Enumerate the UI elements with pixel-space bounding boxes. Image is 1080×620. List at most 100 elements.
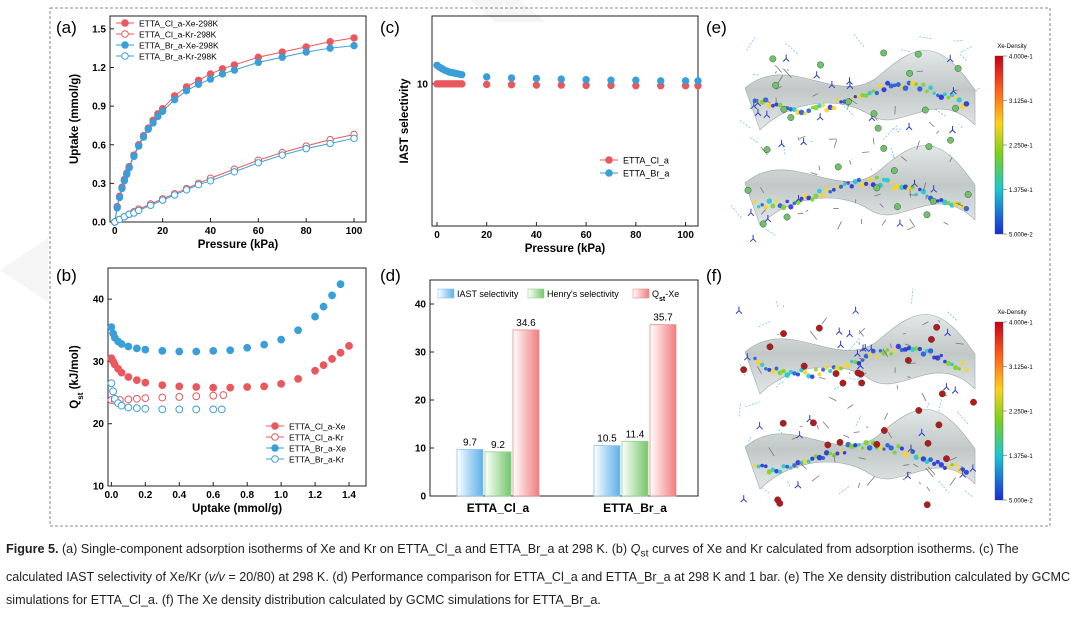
hydrogen-bond-line bbox=[857, 375, 860, 387]
halide-atom bbox=[744, 186, 752, 194]
xe-density-point bbox=[938, 94, 945, 100]
legend-entry: ETTA_Br_a bbox=[623, 169, 669, 179]
xe-density-point bbox=[814, 367, 818, 372]
framework-bond bbox=[833, 139, 838, 148]
xe-density-point bbox=[889, 352, 893, 356]
nitrogen-site bbox=[754, 108, 762, 117]
data-point-etta_br_a-xe bbox=[175, 347, 184, 356]
xe-density-point bbox=[913, 346, 919, 351]
y-tick-label: 40 bbox=[93, 295, 105, 306]
legend-swatch bbox=[632, 288, 650, 299]
data-point-etta_cl_a-kr bbox=[209, 391, 218, 400]
framework-bond bbox=[818, 165, 821, 171]
framework-bond bbox=[859, 357, 865, 361]
plot-frame bbox=[429, 279, 699, 497]
xe-density-point bbox=[770, 369, 776, 374]
bar-qst-xe-etta_cl_a bbox=[512, 329, 540, 497]
xe-density-point bbox=[774, 468, 779, 474]
caption-q-symbol: Q bbox=[630, 542, 641, 556]
framework-bond bbox=[887, 431, 892, 439]
xe-density-point bbox=[842, 362, 847, 366]
xe-density-point bbox=[881, 350, 887, 356]
data-point-etta_br_a-xe-298k bbox=[115, 193, 124, 202]
framework-bond bbox=[842, 180, 850, 185]
data-point-etta_br_a-xe-298k bbox=[123, 170, 131, 179]
x-tick-label: 100 bbox=[677, 230, 694, 241]
xe-density-point bbox=[885, 348, 890, 352]
halide-atom bbox=[832, 370, 840, 377]
data-point-etta_br_a-xe-298k bbox=[194, 80, 203, 88]
chart-a: 0 20 40 60 80 100 0.0 0.3 0.6 0.9 1.2 1.5 Pressure (… bbox=[69, 15, 367, 251]
x-tick-label: 1.4 bbox=[342, 490, 356, 501]
colorbar-tick-label: 1.375e-1 bbox=[1009, 188, 1033, 194]
hydrogen-bond-line bbox=[919, 36, 932, 39]
xe-density-point bbox=[763, 204, 768, 210]
figure-5: (a) (b) (c) (d) (e) (f) 0 20 40 60 80 1000.00… bbox=[0, 0, 1051, 527]
xe-density-point bbox=[771, 103, 775, 108]
data-point-etta_br_a-kr bbox=[192, 405, 201, 414]
xe-density-point bbox=[895, 82, 901, 87]
xe-density-point bbox=[824, 187, 829, 192]
xe-density-point bbox=[918, 187, 922, 192]
nitrogen-site bbox=[800, 137, 807, 146]
xe-density-point bbox=[839, 184, 843, 189]
x-tick-label: 80 bbox=[630, 230, 642, 241]
panel-label-d: (d) bbox=[380, 266, 401, 285]
halide-atom bbox=[880, 144, 888, 152]
xe-density-point bbox=[927, 348, 934, 354]
xe-density-point bbox=[892, 450, 897, 455]
xe-density-point bbox=[810, 197, 815, 202]
halide-atom bbox=[815, 324, 823, 332]
legend-marker bbox=[271, 455, 279, 463]
hydrogen-bond-line bbox=[775, 383, 781, 389]
xe-density-point bbox=[838, 366, 844, 371]
halide-atom bbox=[943, 455, 950, 463]
chart-d: 0 10 20 30 40 9.7 9.2 34.6 ETTA_Cl_a 10.5 11.4 35.7… bbox=[415, 279, 699, 515]
panel-label-e: (e) bbox=[706, 18, 727, 37]
xe-density-point bbox=[795, 372, 801, 377]
data-point-etta_br_a-xe bbox=[124, 342, 133, 351]
bar-value-label: 35.7 bbox=[653, 313, 673, 324]
xe-density-point bbox=[960, 360, 966, 366]
panel-label-c: (c) bbox=[380, 18, 400, 37]
xe-density-point bbox=[802, 370, 808, 375]
data-point-etta_br_a bbox=[607, 76, 615, 84]
colorbar-tick-label: 2.250e-1 bbox=[1009, 144, 1033, 150]
caption-q-subscript: st bbox=[640, 547, 649, 560]
bar-henrys-selectivity-etta_cl_a bbox=[484, 451, 512, 497]
data-point-etta_cl_a-xe bbox=[141, 378, 150, 387]
xe-density-point bbox=[871, 89, 876, 94]
data-point-etta_br_a-kr-298k bbox=[350, 134, 358, 143]
gcmc-density-illustration-e bbox=[729, 34, 981, 243]
framework-bond bbox=[760, 209, 766, 215]
legend-marker bbox=[121, 30, 129, 38]
xe-density-point bbox=[817, 188, 822, 194]
hydrogen-bond-line bbox=[964, 490, 973, 498]
xe-density-point bbox=[925, 89, 929, 94]
data-point-etta_cl_a-xe bbox=[311, 366, 319, 375]
xe-density-point bbox=[781, 464, 786, 469]
x-category-label: ETTA_Cl_a bbox=[467, 501, 530, 515]
x-tick-label: 0 bbox=[112, 226, 118, 237]
colorbar-e-title: Xe-Density bbox=[997, 44, 1026, 50]
y-tick-label: 10 bbox=[415, 444, 427, 455]
data-point-etta_cl_a-xe bbox=[158, 381, 167, 389]
halide-atom bbox=[928, 335, 935, 343]
xe-density-point bbox=[932, 91, 936, 95]
xe-density-point bbox=[943, 359, 947, 364]
xe-density-point bbox=[753, 463, 757, 468]
nitrogen-site bbox=[813, 71, 821, 79]
nitrogen-site bbox=[816, 113, 824, 121]
framework-bond bbox=[776, 333, 780, 336]
xe-density-point bbox=[920, 456, 927, 462]
data-point-etta_br_a-kr-298k bbox=[146, 201, 155, 209]
hydrogen-bond-line bbox=[959, 46, 972, 54]
xe-density-point bbox=[878, 83, 883, 89]
xe-density-point bbox=[881, 177, 887, 182]
framework-bond bbox=[949, 477, 956, 486]
xe-density-point bbox=[920, 188, 927, 195]
halide-atom bbox=[844, 98, 852, 106]
framework-bond bbox=[909, 189, 912, 198]
xe-density-point bbox=[885, 80, 891, 86]
framework-bond bbox=[882, 348, 889, 357]
